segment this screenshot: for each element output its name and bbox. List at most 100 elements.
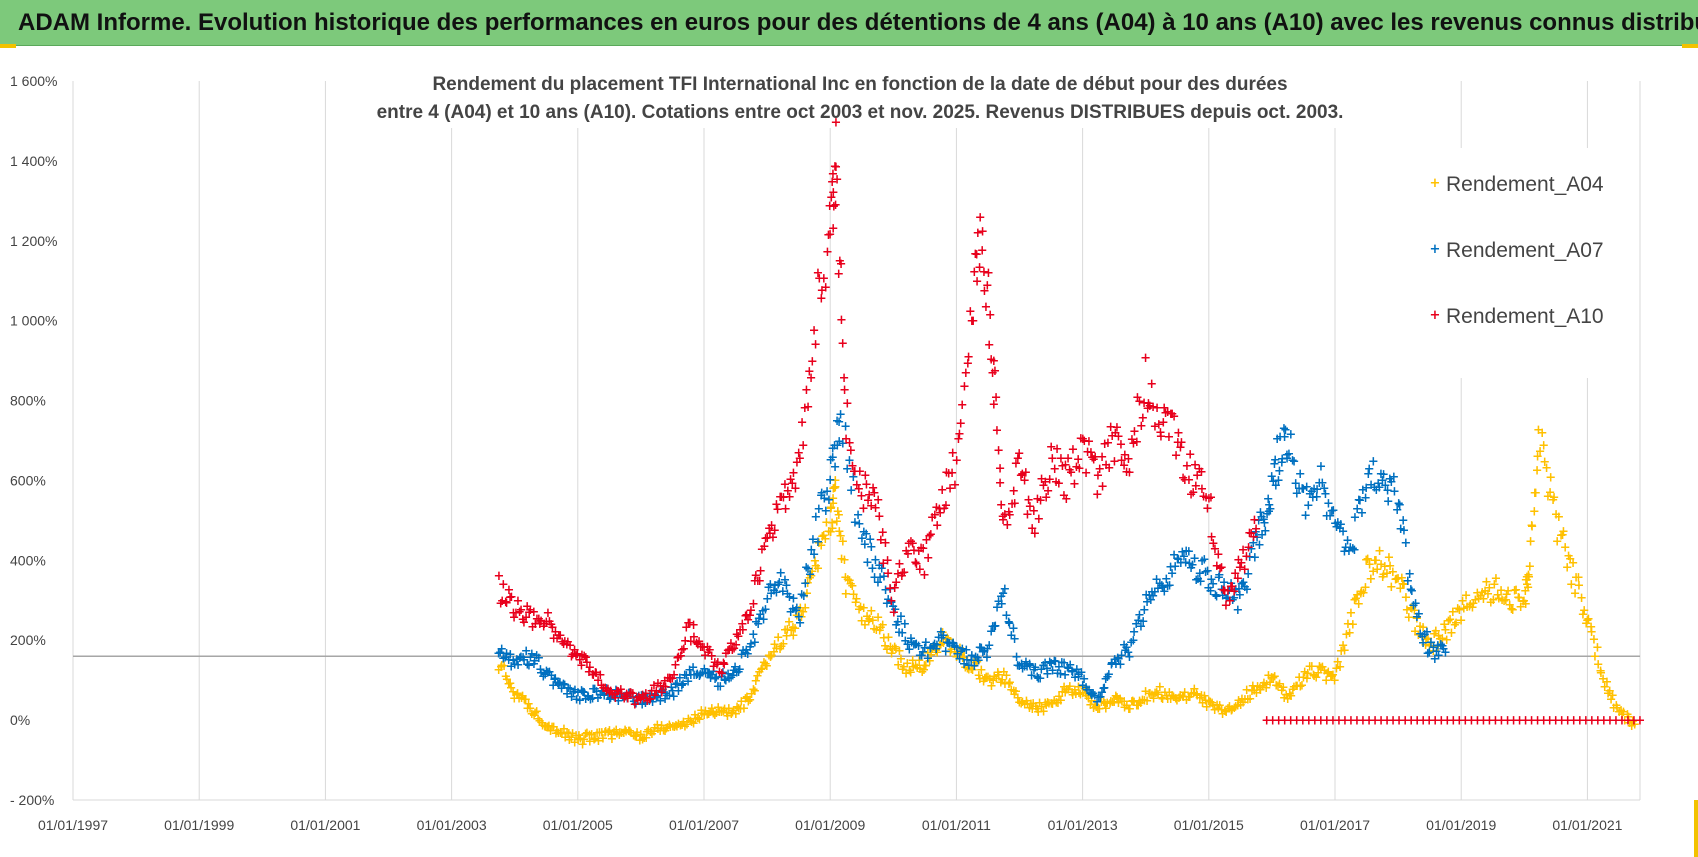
y-tick-label: 600%: [10, 472, 46, 488]
data-point: +: [1300, 509, 1311, 524]
data-point: +: [503, 583, 514, 598]
data-point: +: [960, 661, 971, 676]
data-point: +: [664, 718, 675, 733]
data-point: +: [685, 634, 696, 649]
data-point: +: [1521, 573, 1532, 588]
data-point: +: [585, 692, 596, 707]
data-point: +: [1040, 656, 1051, 671]
data-point: +: [1042, 667, 1053, 682]
data-point: +: [1388, 714, 1399, 729]
data-point: +: [1167, 688, 1178, 703]
data-point: +: [689, 630, 700, 645]
data-point: +: [830, 160, 841, 175]
data-point: +: [1100, 672, 1111, 687]
data-point: +: [1394, 714, 1405, 729]
legend[interactable]: + Rendement_A04+ Rendement_A07+ Rendement_A…: [1430, 173, 1604, 328]
data-point: +: [1522, 578, 1533, 593]
data-point: +: [1053, 477, 1064, 492]
data-point: +: [1265, 502, 1276, 517]
y-tick-label: - 200%: [10, 792, 54, 808]
data-point: +: [878, 557, 889, 572]
data-point: +: [762, 531, 773, 546]
data-point: +: [1558, 524, 1569, 539]
data-point: +: [755, 607, 766, 622]
data-point: +: [1518, 594, 1529, 609]
data-point: +: [1570, 586, 1581, 601]
data-point: +: [645, 687, 656, 702]
x-tick-label: 01/01/1999: [164, 817, 234, 833]
data-point: +: [1139, 693, 1150, 708]
data-point: +: [1417, 629, 1428, 644]
data-point: +: [1032, 702, 1043, 717]
data-point: +: [1287, 454, 1298, 469]
data-point: +: [717, 665, 728, 680]
data-point: +: [710, 672, 721, 687]
data-point: +: [1447, 605, 1458, 620]
data-point: +: [1147, 688, 1158, 703]
data-point: +: [1088, 452, 1099, 467]
data-point: +: [1397, 577, 1408, 592]
data-point: +: [786, 624, 797, 639]
data-point: +: [1194, 567, 1205, 582]
data-point: +: [1355, 493, 1366, 508]
data-point: +: [880, 536, 891, 551]
data-point: +: [1290, 476, 1301, 491]
data-point: +: [1060, 668, 1071, 683]
data-point: +: [1402, 603, 1413, 618]
data-point: +: [984, 638, 995, 653]
data-point: +: [1629, 714, 1640, 729]
data-point: +: [678, 677, 689, 692]
data-point: +: [574, 653, 585, 668]
data-point: +: [875, 620, 886, 635]
data-point: +: [841, 432, 852, 447]
data-point: +: [1556, 714, 1567, 729]
data-point: +: [1212, 698, 1223, 713]
data-point: +: [918, 663, 929, 678]
data-point: +: [1343, 617, 1354, 632]
data-point: +: [998, 665, 1009, 680]
data-point: +: [541, 720, 552, 735]
data-point: +: [1325, 509, 1336, 524]
data-point: +: [937, 626, 948, 641]
data-point: +: [571, 729, 582, 744]
data-point: +: [940, 644, 951, 659]
data-point: +: [817, 529, 828, 544]
data-point: +: [534, 617, 545, 632]
data-point: +: [1550, 714, 1561, 729]
data-point: +: [514, 691, 525, 706]
data-point: +: [1178, 471, 1189, 486]
data-point: +: [600, 725, 611, 740]
data-point: +: [1250, 525, 1261, 540]
data-point: +: [1036, 663, 1047, 678]
chart-title-line-2: entre 4 (A04) et 10 ans (A10). Cotations…: [377, 102, 1344, 123]
data-point: +: [736, 647, 747, 662]
data-point: +: [606, 687, 617, 702]
data-point: +: [1233, 553, 1244, 568]
data-point: +: [820, 280, 831, 295]
data-point: +: [623, 686, 634, 701]
data-point: +: [1040, 475, 1051, 490]
data-point: +: [686, 715, 697, 730]
data-point: +: [1028, 504, 1039, 519]
data-point: +: [1092, 702, 1103, 717]
data-point: +: [869, 486, 880, 501]
data-point: +: [755, 564, 766, 579]
data-point: +: [1538, 438, 1549, 453]
data-point: +: [1148, 589, 1159, 604]
data-point: +: [603, 687, 614, 702]
data-point: +: [817, 283, 828, 298]
data-point: +: [1036, 700, 1047, 715]
data-point: +: [942, 631, 953, 646]
data-point: +: [1421, 633, 1432, 648]
data-point: +: [684, 616, 695, 631]
data-point: +: [1614, 705, 1625, 720]
data-point: +: [900, 634, 911, 649]
data-point: +: [1425, 636, 1436, 651]
data-point: +: [1311, 670, 1322, 685]
data-point: +: [858, 501, 869, 516]
data-point: +: [853, 508, 864, 523]
data-point: +: [607, 732, 618, 747]
data-point: +: [637, 688, 648, 703]
data-point: +: [1033, 512, 1044, 527]
data-point: +: [514, 605, 525, 620]
